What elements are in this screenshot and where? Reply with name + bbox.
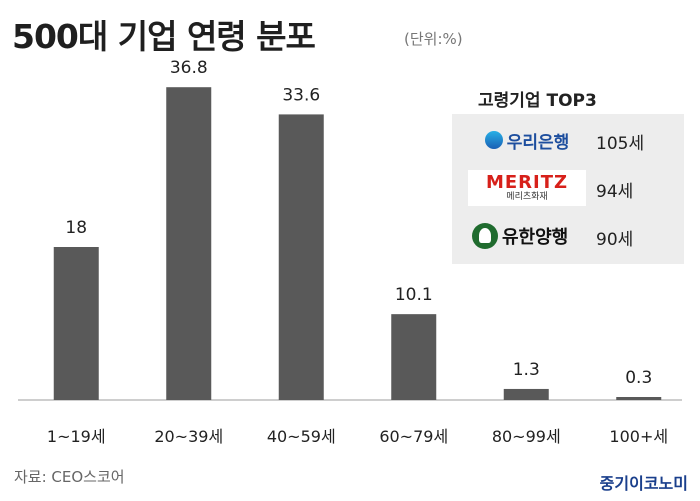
data-label-2: 36.8: [170, 58, 208, 78]
bar-1: [53, 247, 99, 400]
top3-age-woori: 105세: [596, 134, 645, 154]
bar-4: [391, 314, 437, 400]
brand-logo: 중기이코노미: [599, 474, 688, 493]
yuhan-logo-text: 유한양행: [502, 227, 569, 248]
x-tick-label-4: 60~79세: [379, 427, 448, 446]
yuhan-tree-icon: [472, 223, 498, 249]
x-tick-label-3: 40~59세: [267, 427, 336, 446]
top3-row-meritz: MERITZ 메리츠화재 94세: [460, 168, 676, 208]
data-label-6: 0.3: [625, 368, 652, 388]
meritz-logo-text: MERITZ: [485, 172, 569, 193]
source-note: 자료: CEO스코어: [14, 468, 125, 486]
bar-3: [278, 114, 324, 401]
data-label-4: 10.1: [395, 285, 433, 305]
yuhan-logo-icon: 유한양행: [468, 218, 586, 254]
bar-5: [503, 388, 549, 400]
x-tick-label-1: 1~19세: [47, 427, 106, 446]
page-title: 500대 기업 연령 분포: [12, 17, 316, 56]
bar-2: [166, 87, 212, 400]
unit-label: (단위:%): [404, 30, 463, 48]
top3-row-woori: 우리은행 105세: [460, 120, 676, 160]
top3-title: 고령기업 TOP3: [478, 91, 597, 111]
x-tick-label-6: 100+세: [609, 427, 668, 446]
meritz-logo-subtext: 메리츠화재: [506, 192, 548, 202]
woori-bank-logo-icon: 우리은행: [468, 122, 586, 158]
woori-logo-text: 우리은행: [506, 132, 570, 153]
woori-mark-icon: [484, 131, 503, 149]
top3-panel: 우리은행 105세 MERITZ 메리츠화재 94세 유한양행 90세: [452, 114, 684, 264]
top3-row-yuhan: 유한양행 90세: [460, 216, 676, 256]
bar-6: [616, 397, 662, 400]
x-tick-label-5: 80~99세: [492, 427, 561, 446]
x-tick-label-2: 20~39세: [154, 427, 223, 446]
top3-age-meritz: 94세: [596, 182, 634, 202]
data-label-3: 33.6: [282, 85, 320, 105]
data-label-5: 1.3: [513, 360, 540, 380]
top3-age-yuhan: 90세: [596, 230, 634, 250]
data-label-1: 18: [65, 218, 87, 238]
meritz-fire-logo-icon: MERITZ 메리츠화재: [468, 170, 586, 206]
